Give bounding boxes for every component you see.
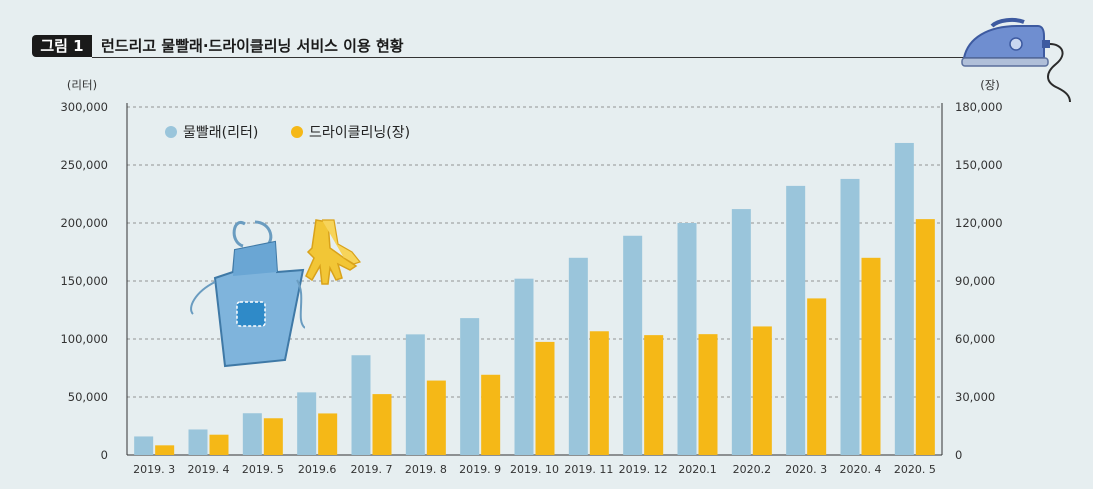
- bar-laundry: [405, 334, 425, 455]
- bar-laundry: [188, 429, 208, 455]
- right-tick-label: 150,000: [955, 158, 1003, 172]
- bar-laundry: [514, 278, 534, 455]
- bar-laundry: [894, 142, 914, 455]
- x-tick-label: 2019. 4: [188, 463, 230, 476]
- left-tick-label: 0: [101, 448, 108, 462]
- bar-laundry: [134, 436, 154, 455]
- bar-dryclean: [481, 374, 501, 455]
- right-tick-label: 120,000: [955, 216, 1003, 230]
- x-tick-label: 2019. 5: [242, 463, 284, 476]
- bar-dryclean: [698, 334, 718, 455]
- bar-dryclean: [372, 394, 392, 455]
- x-tick-label: 2020.1: [678, 463, 717, 476]
- legend-label-laundry: 물빨래(리터): [183, 125, 258, 141]
- right-tick-label: 60,000: [955, 332, 995, 346]
- right-tick-label: 90,000: [955, 274, 995, 288]
- bar-dryclean: [861, 257, 881, 455]
- x-tick-label: 2019. 10: [510, 463, 559, 476]
- x-tick-label: 2020. 5: [894, 463, 936, 476]
- x-tick-label: 2019. 9: [459, 463, 501, 476]
- legend-label-dryclean: 드라이클리닝(장): [309, 125, 410, 141]
- right-tick-label: 30,000: [955, 390, 995, 404]
- left-tick-label: 150,000: [60, 274, 108, 288]
- legend-swatch-laundry: [165, 126, 177, 138]
- x-tick-label: 2019. 12: [619, 463, 668, 476]
- bar-laundry: [677, 223, 697, 455]
- bar-laundry: [297, 392, 317, 455]
- title-rule: [92, 57, 1040, 58]
- iron-icon: [961, 17, 1071, 103]
- bar-laundry: [840, 178, 860, 456]
- bar-dryclean: [263, 418, 283, 455]
- x-tick-label: 2019. 8: [405, 463, 447, 476]
- bar-dryclean: [426, 380, 446, 455]
- bar-laundry: [786, 185, 806, 455]
- x-tick-label: 2019. 7: [351, 463, 393, 476]
- left-tick-label: 300,000: [60, 100, 108, 114]
- left-tick-label: 50,000: [68, 390, 108, 404]
- right-tick-label: 180,000: [955, 100, 1003, 114]
- left-tick-label: 100,000: [60, 332, 108, 346]
- bar-dryclean: [807, 298, 827, 455]
- x-tick-label: 2020. 4: [840, 463, 882, 476]
- legend-swatch-dryclean: [291, 126, 303, 138]
- left-tick-label: 200,000: [60, 216, 108, 230]
- x-tick-label: 2020. 3: [785, 463, 827, 476]
- bar-dryclean: [318, 413, 338, 455]
- left-tick-label: 250,000: [60, 158, 108, 172]
- right-tick-label: 0: [955, 448, 962, 462]
- left-axis-unit: (리터): [67, 78, 97, 92]
- figure-label: 그림 1: [32, 35, 92, 57]
- apron-icon: [190, 220, 305, 368]
- bar-laundry: [731, 209, 751, 455]
- rubber-gloves-icon: [305, 219, 362, 285]
- right-axis-unit: (장): [980, 78, 1000, 92]
- bar-dryclean: [752, 326, 772, 455]
- bar-laundry: [568, 257, 588, 455]
- bar-dryclean: [589, 331, 609, 455]
- bar-dryclean: [915, 219, 935, 455]
- bar-dryclean: [209, 434, 229, 455]
- x-tick-label: 2019. 3: [133, 463, 175, 476]
- bar-laundry: [623, 235, 643, 455]
- x-tick-label: 2019. 11: [564, 463, 613, 476]
- bar-dryclean: [644, 335, 664, 455]
- x-tick-label: 2020.2: [733, 463, 772, 476]
- bar-dryclean: [535, 341, 555, 455]
- bar-laundry: [351, 355, 371, 455]
- bar-laundry: [242, 413, 262, 455]
- bar-laundry: [460, 318, 480, 455]
- figure-title: 런드리고 물빨래·드라이클리닝 서비스 이용 현황: [101, 37, 404, 55]
- x-tick-label: 2019.6: [298, 463, 337, 476]
- bar-dryclean: [155, 445, 175, 455]
